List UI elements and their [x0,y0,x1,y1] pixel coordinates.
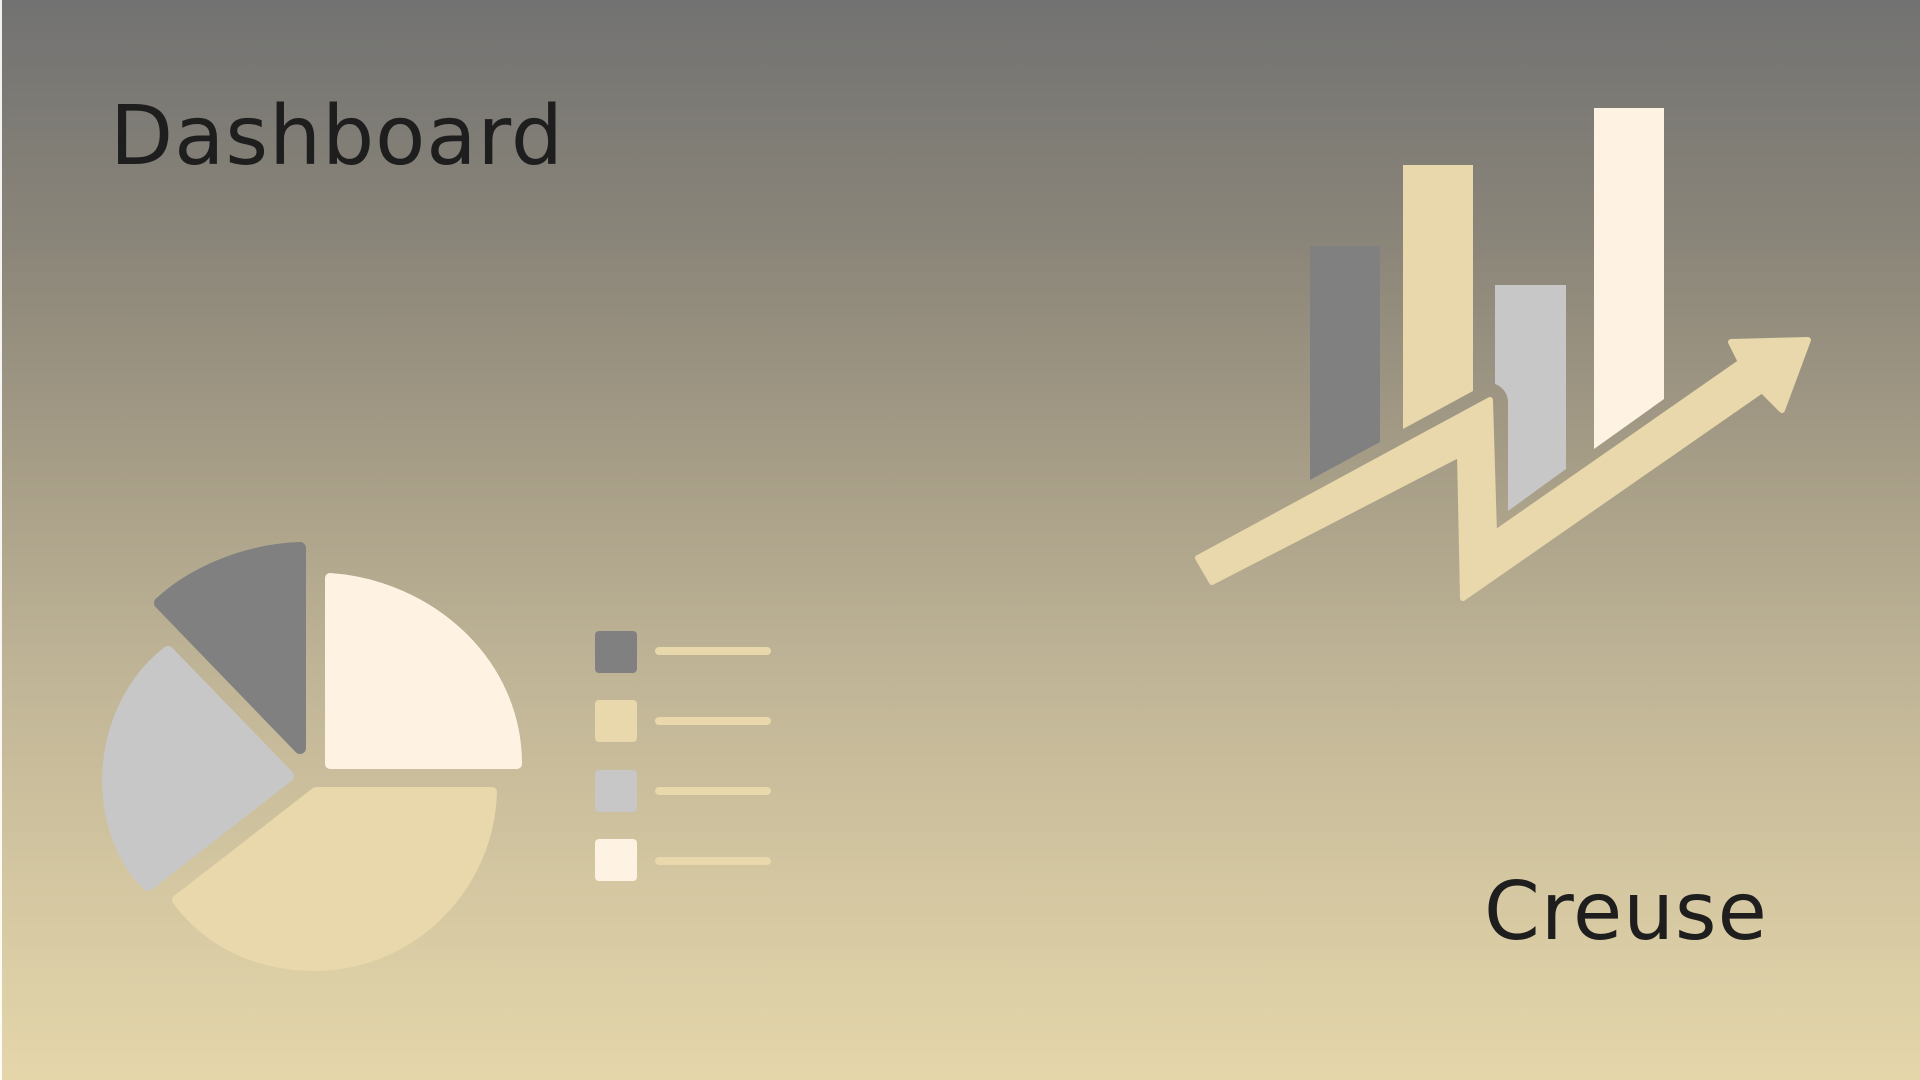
growth-bar-3 [1495,285,1566,511]
pie-slice-beige [172,787,497,971]
legend-swatch-beige [595,700,637,742]
growth-bar-1 [1310,246,1380,480]
trend-arrow-shape [1195,337,1811,601]
pie-slice-light-gray [102,646,294,891]
growth-bar-chart-illustration-icon [1310,108,1664,511]
growth-bar-2 [1403,165,1473,429]
pie-chart-illustration-icon [102,542,522,971]
left-edge-line [0,0,2,1080]
pie-slice-dark-gray [154,542,306,754]
creuse-label: Creuse [1484,865,1768,958]
legend-swatch-light-gray [595,770,637,812]
pie-slice-cream [325,573,522,769]
legend-swatch-cream [595,839,637,881]
growth-bar-4 [1594,108,1664,449]
trend-arrow-icon [1195,337,1811,601]
legend-list-illustration-icon [595,631,771,881]
legend-swatch-dark-gray [595,631,637,673]
dashboard-title: Dashboard [110,89,564,184]
